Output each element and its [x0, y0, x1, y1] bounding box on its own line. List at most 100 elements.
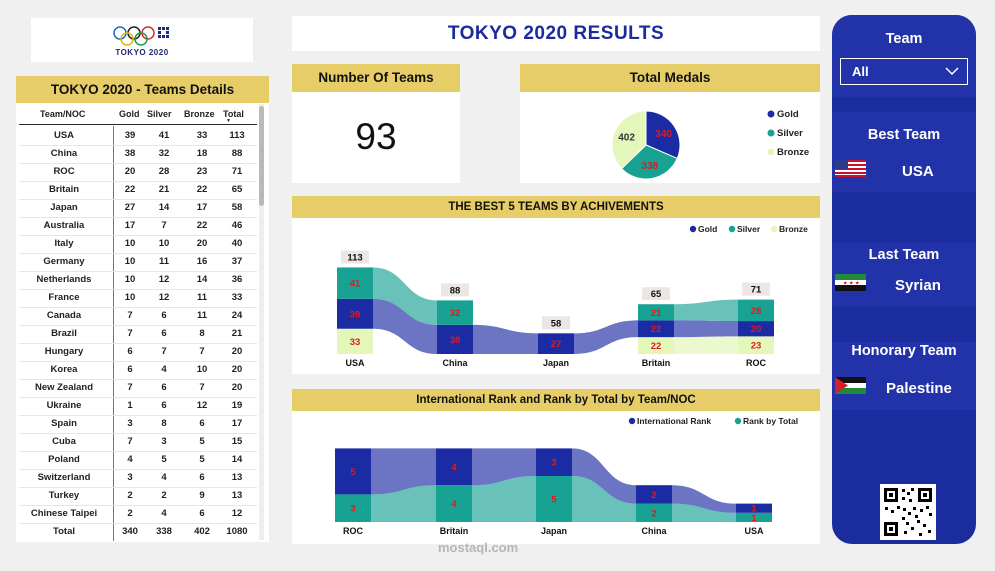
ribbon-bar-segment[interactable]: [337, 298, 373, 329]
col-header-total[interactable]: Total: [223, 109, 244, 119]
number-of-teams-value: 93: [355, 116, 397, 157]
ribbon-flow: [373, 267, 437, 325]
ribbon-bar-segment[interactable]: [636, 503, 672, 522]
honorary-team-label: Honorary Team: [851, 343, 957, 359]
ribbon-bar-segment[interactable]: [536, 448, 572, 476]
qr-code-icon: [884, 488, 932, 536]
ribbon-bar-segment[interactable]: [335, 494, 371, 522]
ribbon-bar-segment[interactable]: [538, 333, 574, 354]
ribbon-bar-segment[interactable]: [738, 321, 774, 337]
last-team-label: Last Team: [868, 247, 940, 263]
table-cell-team: Germany: [43, 256, 85, 267]
ribbon-bar-segment[interactable]: [638, 320, 674, 338]
total-value-label: 58: [551, 318, 562, 329]
category-label: Japan: [541, 526, 567, 536]
table-cell-value: 5: [199, 436, 205, 447]
best-team-value: USA: [902, 163, 934, 180]
col-header-team[interactable]: Team/NOC: [40, 109, 86, 119]
table-cell-value: 14: [158, 202, 170, 213]
column-divider: [113, 126, 114, 541]
qr-code[interactable]: [880, 484, 936, 540]
ribbon-bar-segment[interactable]: [638, 304, 674, 321]
table-cell-team: Switzerland: [37, 472, 91, 483]
ribbon-bar-segment[interactable]: [436, 448, 472, 486]
ribbon-bar-segment[interactable]: [638, 337, 674, 354]
table-cell-value: 40: [231, 238, 243, 249]
legend-gold[interactable]: Gold: [777, 109, 799, 120]
table-cell-value: 65: [231, 184, 243, 195]
table-row-divider: [19, 289, 257, 290]
table-cell-team: Hungary: [44, 346, 84, 357]
table-cell-value: 18: [196, 148, 208, 159]
pie-slice-silver[interactable]: [620, 144, 678, 180]
table-cell-value: 6: [199, 418, 205, 429]
scrollbar-track[interactable]: [259, 104, 264, 540]
legend-silver[interactable]: Silver: [777, 128, 803, 139]
table-cell-value: 12: [158, 274, 170, 285]
ribbon-bar-segment[interactable]: [636, 485, 672, 504]
table-cell-value: 24: [231, 310, 243, 321]
category-label: USA: [744, 526, 764, 536]
table-cell-team: Cuba: [52, 436, 76, 447]
legend-item[interactable]: Bronze: [779, 224, 808, 234]
legend-bronze[interactable]: Bronze: [777, 147, 809, 158]
ribbon-flow: [373, 298, 437, 354]
legend-dot: [767, 110, 775, 118]
pie-slice-bronze[interactable]: [611, 110, 647, 170]
ribbon-bar-segment[interactable]: [335, 448, 371, 495]
segment-value-label: 3: [350, 504, 355, 515]
ribbon-bar-segment[interactable]: [337, 328, 373, 354]
ribbon-bar-segment[interactable]: [738, 336, 774, 354]
table-cell-team: Japan: [50, 202, 78, 213]
team-dropdown[interactable]: All: [840, 58, 968, 85]
table-row-divider: [19, 181, 257, 182]
pie-slice-gold[interactable]: [645, 110, 681, 160]
palestine-flag-icon: [835, 377, 866, 394]
col-header-bronze[interactable]: Bronze: [184, 109, 215, 119]
header-divider: [19, 124, 257, 125]
ribbon-flow: [572, 448, 636, 504]
ribbon-flow: [371, 448, 436, 495]
table-cell-value: 20: [124, 166, 136, 177]
ribbon-bar-segment[interactable]: [337, 267, 373, 299]
table-row-divider: [19, 235, 257, 236]
ribbon-bar-segment[interactable]: [736, 512, 772, 522]
table-cell-value: 22: [196, 184, 208, 195]
table-cell-value: 3: [127, 418, 133, 429]
table-cell-value: 21: [231, 328, 243, 339]
page-banner: TOKYO 2020 RESULTS: [292, 16, 820, 51]
usa-flag-icon: [835, 160, 866, 177]
scrollbar-thumb[interactable]: [259, 106, 264, 206]
legend-item[interactable]: Rank by Total: [743, 416, 798, 426]
ribbon-bar-segment[interactable]: [437, 300, 473, 325]
table-cell-value: 16: [196, 256, 208, 267]
ribbon-bar-segment[interactable]: [536, 476, 572, 522]
legend-item[interactable]: Silver: [737, 224, 761, 234]
olympic-rings-icon: [113, 25, 169, 46]
table-cell-value: 2: [127, 490, 133, 501]
table-cell-value: 11: [196, 310, 208, 321]
ribbon-bar-segment[interactable]: [736, 503, 772, 513]
col-header-silver[interactable]: Silver: [147, 109, 172, 119]
table-cell-team: Poland: [48, 454, 80, 465]
ribbon-bar-segment[interactable]: [437, 324, 473, 354]
ribbon-bar-segment[interactable]: [738, 299, 774, 322]
table-row-divider: [19, 523, 257, 524]
table-cell-value: 46: [231, 220, 243, 231]
table-row-divider: [19, 397, 257, 398]
table-cell-team: Total: [53, 526, 75, 537]
table-cell-value: 340: [122, 526, 138, 537]
legend-item[interactable]: Gold: [698, 224, 717, 234]
segment-value-label: 1: [751, 504, 757, 515]
col-header-gold[interactable]: Gold: [119, 109, 140, 119]
ribbon-flow: [674, 336, 738, 354]
legend-item[interactable]: International Rank: [637, 416, 711, 426]
segment-value-label: 41: [350, 279, 361, 290]
legend-dot: [770, 225, 778, 233]
segment-value-label: 33: [350, 337, 361, 348]
table-cell-value: 6: [199, 472, 205, 483]
ribbon-bar-segment[interactable]: [436, 485, 472, 522]
table-cell-value: 13: [231, 472, 243, 483]
table-cell-value: 7: [161, 346, 167, 357]
table-row-divider: [19, 343, 257, 344]
